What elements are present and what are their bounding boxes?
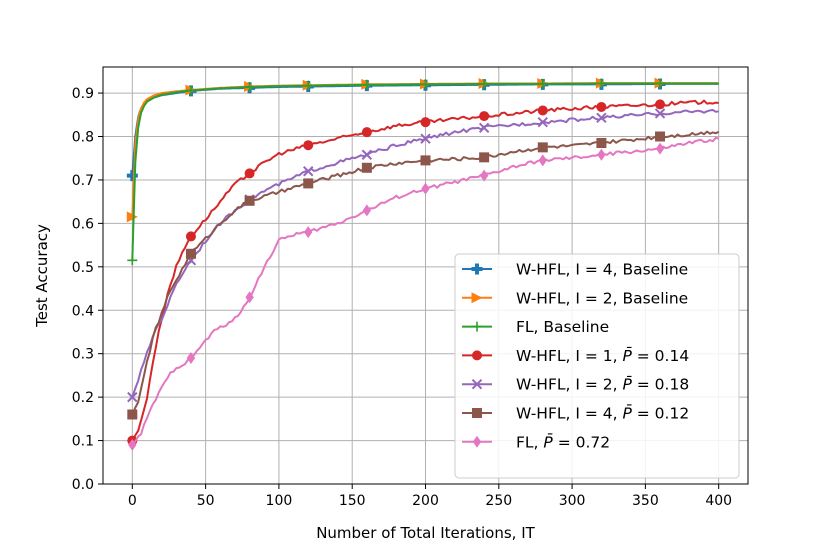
legend-label: W-HFL, I = 2, P̄ = 0.18 [516, 375, 689, 394]
data-point-marker [303, 80, 314, 91]
data-point-marker [303, 178, 314, 189]
data-point-marker [185, 85, 196, 96]
data-point-marker [185, 231, 196, 242]
data-point-marker [596, 78, 607, 89]
series-5 [127, 130, 720, 420]
y-tick-label: 0.1 [72, 434, 94, 450]
legend-label: W-HFL, I = 4, Baseline [516, 261, 688, 279]
legend-label: W-HFL, I = 1, P̄ = 0.14 [516, 346, 689, 365]
legend-entry: W-HFL, I = 2, Baseline [462, 289, 688, 307]
series-2 [127, 78, 719, 266]
data-point-marker [126, 170, 138, 182]
data-point-marker [303, 140, 314, 151]
legend-label: FL, P̄ = 0.72 [516, 432, 610, 451]
legend-label: W-HFL, I = 2, Baseline [516, 289, 688, 307]
x-tick-label: 400 [705, 493, 732, 509]
data-point-marker [420, 133, 431, 144]
y-tick-label: 0.6 [72, 216, 94, 232]
data-point-marker [127, 409, 138, 420]
data-point-marker [537, 78, 548, 89]
data-point-marker [655, 78, 666, 89]
x-tick-label: 100 [266, 493, 293, 509]
data-point-marker [479, 169, 489, 182]
y-tick-label: 0.0 [72, 477, 94, 493]
data-point-marker [479, 111, 490, 122]
data-point-marker [421, 182, 430, 195]
data-point-marker [361, 127, 372, 138]
data-point-marker [655, 142, 665, 155]
legend-entry: FL, P̄ = 0.72 [462, 432, 610, 451]
y-tick-label: 0.3 [72, 347, 94, 363]
y-tick-label: 0.4 [72, 303, 94, 319]
series-layer [126, 77, 720, 451]
x-tick-label: 300 [559, 493, 586, 509]
data-point-marker [420, 155, 431, 166]
data-point-marker [654, 108, 666, 119]
data-point-marker [126, 211, 138, 223]
data-point-marker [244, 168, 255, 179]
data-point-marker [538, 154, 547, 167]
y-tick-label: 0.7 [72, 173, 94, 189]
data-point-marker [596, 138, 607, 149]
data-point-marker [478, 122, 490, 134]
data-point-marker [244, 81, 255, 92]
data-point-marker [185, 248, 196, 259]
x-axis-label: Number of Total Iterations, IT [316, 524, 535, 542]
legend: W-HFL, I = 4, Baseline W-HFL, I = 2, Base… [454, 253, 740, 479]
data-point-marker [472, 321, 482, 332]
data-point-marker [420, 117, 431, 128]
data-point-marker [186, 352, 196, 365]
data-point-marker [537, 116, 548, 128]
data-point-marker [537, 105, 548, 116]
data-point-marker [472, 435, 482, 448]
legend-box [454, 253, 740, 479]
data-point-marker [537, 142, 548, 153]
legend-entry: FL, Baseline [462, 318, 609, 336]
data-point-marker [245, 291, 254, 304]
data-point-marker [479, 78, 490, 89]
data-point-marker [655, 131, 666, 142]
data-point-marker [420, 79, 431, 90]
legend-entry: W-HFL, I = 2, P̄ = 0.18 [462, 375, 689, 394]
y-axis-label: Test Accuracy [33, 224, 51, 328]
data-point-marker [471, 292, 483, 304]
data-point-marker [127, 391, 138, 403]
data-point-marker [362, 204, 372, 217]
x-tick-label: 150 [339, 493, 366, 509]
data-point-marker [472, 408, 482, 418]
data-point-marker [304, 226, 313, 239]
data-point-marker [597, 148, 606, 161]
x-tick-label: 200 [412, 493, 439, 509]
legend-entry: W-HFL, I = 4, P̄ = 0.12 [462, 404, 689, 423]
data-point-marker [361, 149, 373, 160]
data-point-marker [128, 438, 137, 451]
data-point-marker [303, 166, 314, 177]
x-tick-label: 350 [632, 493, 659, 509]
data-point-marker [361, 79, 372, 90]
series-6 [128, 136, 719, 451]
x-tick-label: 50 [197, 493, 215, 509]
data-point-marker [244, 195, 255, 206]
x-tick-label: 0 [128, 493, 137, 509]
legend-label: W-HFL, I = 4, P̄ = 0.12 [516, 404, 689, 423]
y-tick-label: 0.5 [72, 260, 94, 276]
data-point-marker [127, 255, 138, 266]
y-tick-label: 0.8 [72, 130, 94, 146]
data-point-marker [596, 101, 607, 112]
data-point-marker [472, 350, 482, 361]
legend-label: FL, Baseline [516, 318, 609, 336]
data-point-marker [655, 99, 666, 110]
data-point-marker [361, 162, 372, 173]
legend-entry: W-HFL, I = 4, Baseline [462, 261, 688, 279]
data-point-marker [471, 263, 483, 275]
data-point-marker [471, 378, 483, 390]
data-point-marker [479, 152, 490, 163]
x-tick-label: 250 [485, 493, 512, 509]
legend-entry: W-HFL, I = 1, P̄ = 0.14 [462, 346, 689, 365]
axis-ticks: 0 50 100 150 200 250 300 350 400 0.0 0.1 0.2 0.3 0.4 0… [72, 86, 732, 509]
y-tick-label: 0.9 [72, 86, 94, 102]
y-tick-label: 0.2 [72, 390, 94, 406]
data-point-marker [596, 112, 607, 124]
